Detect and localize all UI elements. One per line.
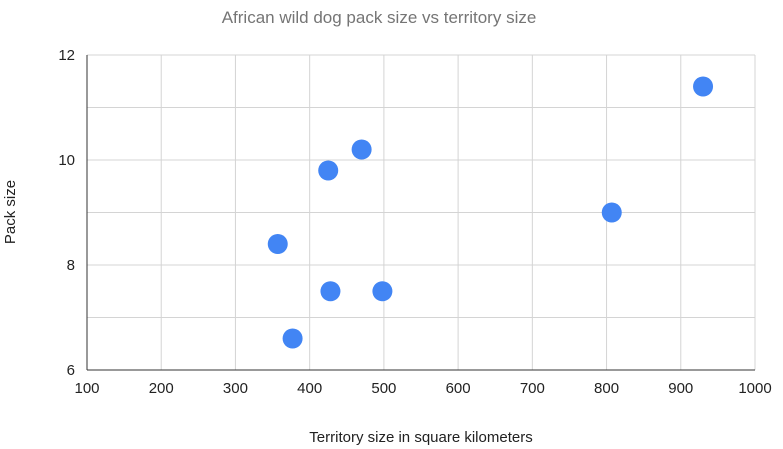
data-point xyxy=(318,160,339,181)
axes xyxy=(86,55,755,371)
data-point xyxy=(267,234,288,254)
data-point xyxy=(282,328,303,349)
y-tick-label: 10 xyxy=(58,152,75,169)
x-tick-label: 600 xyxy=(446,380,471,397)
x-tick-label: 800 xyxy=(594,380,619,397)
tick-labels: 100 200 300 400 500 600 700 800 900 1000 6 8 10 12 xyxy=(58,47,771,397)
y-tick-label: 8 xyxy=(67,257,75,274)
y-tick-label: 12 xyxy=(58,47,75,64)
x-tick-label: 900 xyxy=(668,380,693,397)
data-point xyxy=(601,202,622,223)
chart-title: African wild dog pack size vs territory … xyxy=(222,8,537,27)
data-points xyxy=(267,76,714,349)
data-point xyxy=(351,139,372,160)
x-tick-label: 400 xyxy=(297,380,322,397)
x-tick-label: 300 xyxy=(223,380,248,397)
x-axis-title: Territory size in square kilometers xyxy=(309,429,532,446)
x-tick-label: 500 xyxy=(371,380,396,397)
data-point xyxy=(320,281,341,302)
x-tick-label: 700 xyxy=(520,380,545,397)
x-tick-label: 100 xyxy=(74,380,99,397)
grid xyxy=(87,54,756,370)
y-axis-title: Pack size xyxy=(2,180,19,244)
data-point xyxy=(693,76,714,97)
data-point xyxy=(372,281,393,302)
y-tick-label: 6 xyxy=(67,362,75,379)
x-tick-label: 200 xyxy=(149,380,174,397)
x-tick-label: 1000 xyxy=(738,380,771,397)
